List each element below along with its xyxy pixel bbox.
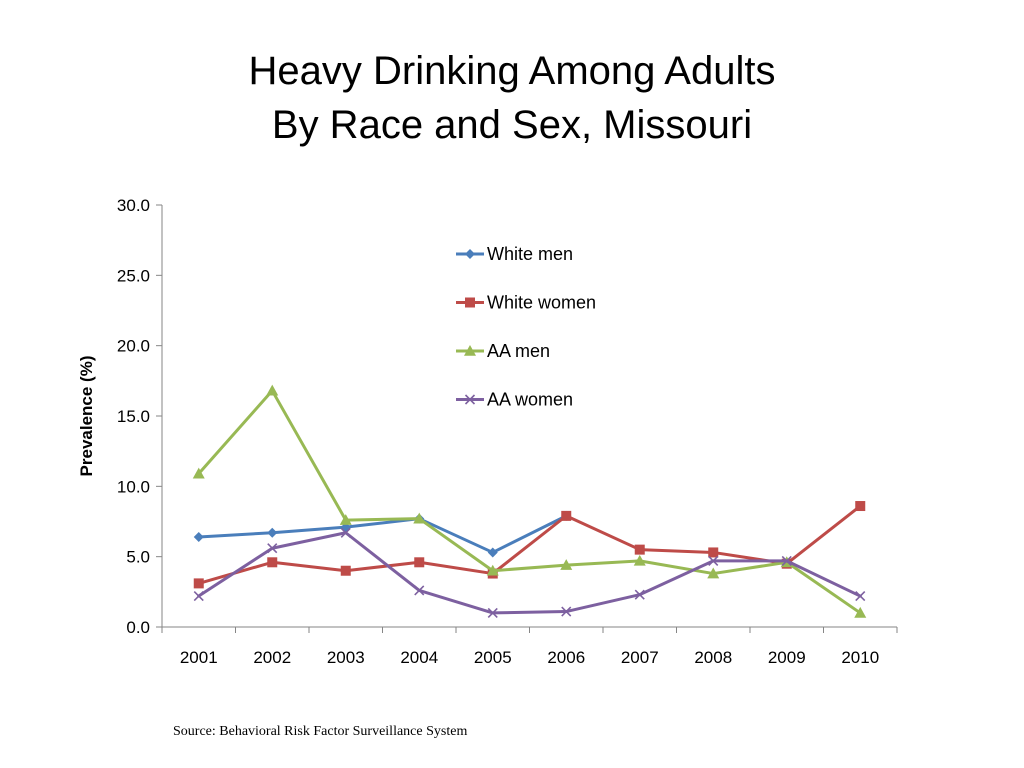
x-marker-stroke: [855, 590, 866, 602]
x-marker-stroke: [781, 555, 792, 566]
data-point-aa-women: [708, 555, 719, 566]
series-line-white-men: [197, 514, 568, 554]
data-point-aa-men: [339, 514, 352, 525]
legend-item-white-women: White women: [456, 293, 596, 313]
data-point-aa-men: [560, 559, 573, 570]
y-tick-label: 0.0: [126, 618, 150, 637]
x-marker-stroke: [487, 607, 498, 618]
series-aa-men: [192, 384, 867, 618]
legend-item-white-men: White men: [456, 244, 573, 264]
data-point-white-women: [414, 557, 425, 568]
data-point-white-women: [561, 510, 572, 521]
x-tick-label: 2010: [841, 648, 879, 667]
data-point-aa-women: [267, 543, 278, 554]
legend-item-aa-men: AA men: [456, 341, 550, 361]
slide-title: Heavy Drinking Among Adults By Race and …: [0, 44, 1024, 152]
x-tick-label: 2007: [621, 648, 659, 667]
data-point-white-women: [634, 544, 645, 555]
x-tick-label: 2009: [768, 648, 806, 667]
x-marker-stroke: [464, 394, 476, 405]
y-tick-label: 20.0: [117, 337, 150, 356]
y-tick-label: 25.0: [117, 266, 150, 285]
series-line-white-women: [197, 504, 862, 585]
chart-axes: 0.0 5.0 10.0 15.0 20.0 25.0 30.0 2001 2002 2003 20…: [77, 196, 898, 667]
legend-item-aa-women: AA women: [456, 390, 573, 410]
x-tick-label: 2003: [327, 648, 365, 667]
series-aa-women: [193, 527, 866, 618]
data-point-white-men: [267, 527, 278, 538]
legend-label: AA women: [487, 390, 573, 410]
chart-series: [192, 384, 867, 618]
data-point-aa-women: [414, 585, 425, 596]
data-point-aa-men: [413, 512, 426, 524]
y-tick-label: 15.0: [117, 407, 150, 426]
x-marker-stroke: [193, 590, 204, 602]
data-point-aa-men: [707, 567, 720, 579]
x-marker-stroke: [414, 585, 425, 596]
legend-marker: [465, 249, 475, 259]
x-marker-stroke: [634, 589, 645, 600]
data-point-white-women: [855, 501, 866, 512]
x-tick-label: 2006: [547, 648, 585, 667]
y-tick-label: 5.0: [126, 548, 150, 567]
x-tick-label: 2001: [180, 648, 218, 667]
data-point-aa-men: [486, 564, 499, 576]
slide-title-line-2: By Race and Sex, Missouri: [271, 103, 753, 147]
data-point-aa-women: [340, 527, 351, 538]
slide-title-line-1: Heavy Drinking Among Adults: [248, 49, 776, 93]
series-white-men: [193, 510, 572, 558]
legend-label: AA men: [487, 341, 550, 361]
x-marker-stroke: [561, 606, 572, 617]
data-point-aa-women: [487, 607, 498, 618]
data-point-white-women: [340, 565, 351, 576]
x-marker-stroke: [708, 555, 719, 566]
data-point-white-women: [708, 547, 719, 558]
y-axis-title: Prevalence (%): [77, 356, 96, 477]
legend-marker: [465, 297, 475, 308]
series-line-aa-women: [197, 531, 862, 615]
x-tick-label: 2008: [694, 648, 732, 667]
legend-marker: [464, 394, 476, 405]
data-point-aa-women: [781, 555, 792, 566]
data-point-aa-women: [855, 590, 866, 602]
legend-label: White women: [487, 293, 596, 313]
source-note: Source: Behavioral Risk Factor Surveilla…: [173, 724, 468, 739]
series-line-aa-men: [197, 389, 862, 615]
x-tick-label: 2002: [253, 648, 291, 667]
y-tick-label: 10.0: [117, 477, 150, 496]
x-marker-stroke: [340, 527, 351, 538]
legend-label: White men: [487, 244, 573, 264]
chart-legend: White men White women AA men AA women: [456, 244, 596, 410]
data-point-white-men: [193, 531, 204, 542]
data-point-aa-women: [561, 606, 572, 617]
y-tick-label: 30.0: [117, 196, 150, 215]
x-tick-label: 2005: [474, 648, 512, 667]
x-tick-label: 2004: [400, 648, 438, 667]
data-point-aa-women: [634, 589, 645, 600]
data-point-white-women: [193, 578, 204, 589]
data-point-aa-women: [193, 590, 204, 602]
data-point-aa-men: [266, 384, 279, 396]
legend-marker: [464, 345, 476, 356]
data-point-aa-men: [854, 606, 867, 618]
data-point-white-men: [487, 547, 498, 558]
data-point-aa-men: [633, 554, 646, 566]
data-point-aa-men: [192, 467, 205, 479]
data-point-white-women: [267, 557, 278, 568]
x-marker-stroke: [267, 543, 278, 554]
